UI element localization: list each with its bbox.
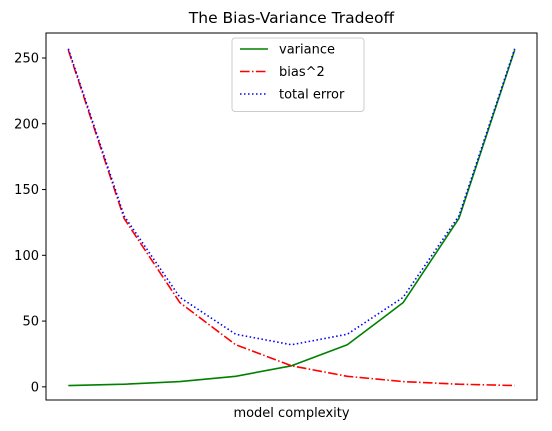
series-line-bias-2 — [67, 49, 515, 387]
series-line-total-error — [67, 48, 516, 346]
chart-title: The Bias-Variance Tradeoff — [188, 9, 395, 27]
y-tick-label: 200 — [14, 117, 39, 132]
legend-entries: variance bias^2 total error — [240, 43, 345, 103]
y-axis-ticks: 0 50 100 150 200 250 — [14, 51, 46, 395]
legend-label: variance — [279, 43, 335, 58]
y-tick-label: 250 — [14, 51, 39, 66]
series-line-variance — [68, 49, 516, 387]
y-tick-label: 150 — [14, 183, 39, 198]
legend: variance bias^2 total error — [231, 37, 365, 112]
legend-box — [231, 37, 365, 112]
y-tick-label: 0 — [31, 380, 39, 395]
x-axis-label: model complexity — [233, 406, 349, 421]
y-tick-label: 50 — [22, 315, 39, 330]
plot-area: 0 50 100 150 200 250 — [14, 32, 538, 401]
legend-label: total error — [279, 88, 345, 103]
axes-frame — [45, 32, 538, 401]
series-layer — [67, 48, 516, 387]
legend-label: bias^2 — [279, 65, 325, 80]
y-tick-label: 100 — [14, 249, 39, 264]
